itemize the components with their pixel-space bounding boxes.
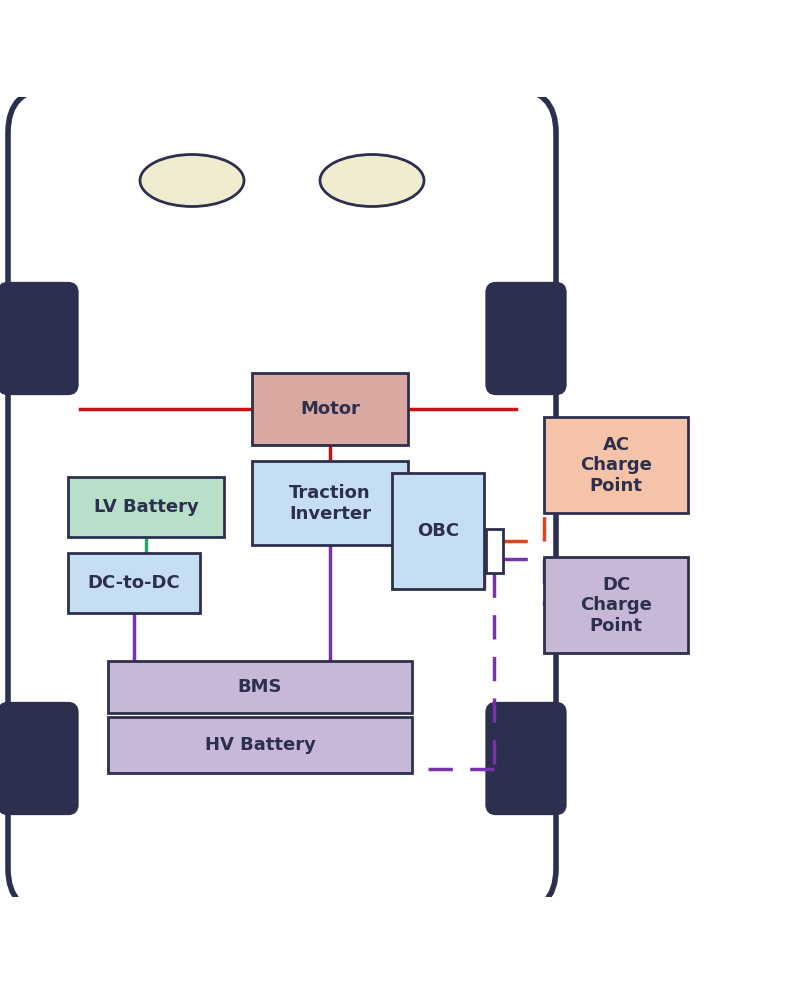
Text: Motor: Motor bbox=[300, 401, 360, 418]
Text: DC
Charge
Point: DC Charge Point bbox=[580, 576, 652, 634]
FancyBboxPatch shape bbox=[486, 703, 566, 814]
FancyBboxPatch shape bbox=[0, 703, 78, 814]
FancyBboxPatch shape bbox=[544, 557, 688, 653]
FancyBboxPatch shape bbox=[8, 89, 556, 912]
Text: OBC: OBC bbox=[417, 522, 459, 540]
Text: HV Battery: HV Battery bbox=[205, 736, 315, 753]
FancyBboxPatch shape bbox=[0, 283, 78, 395]
Text: BMS: BMS bbox=[238, 678, 282, 696]
FancyBboxPatch shape bbox=[68, 477, 224, 537]
Ellipse shape bbox=[320, 155, 424, 208]
FancyBboxPatch shape bbox=[392, 473, 484, 588]
Ellipse shape bbox=[140, 155, 244, 208]
Text: DC-to-DC: DC-to-DC bbox=[88, 574, 180, 591]
FancyBboxPatch shape bbox=[68, 553, 200, 613]
Text: Traction
Inverter: Traction Inverter bbox=[289, 484, 371, 523]
FancyBboxPatch shape bbox=[252, 461, 408, 545]
FancyBboxPatch shape bbox=[486, 529, 503, 573]
FancyBboxPatch shape bbox=[544, 417, 688, 513]
FancyBboxPatch shape bbox=[108, 661, 412, 713]
FancyBboxPatch shape bbox=[486, 283, 566, 395]
Text: AC
Charge
Point: AC Charge Point bbox=[580, 435, 652, 495]
Text: LV Battery: LV Battery bbox=[94, 498, 198, 516]
FancyBboxPatch shape bbox=[108, 717, 412, 772]
FancyBboxPatch shape bbox=[252, 373, 408, 445]
